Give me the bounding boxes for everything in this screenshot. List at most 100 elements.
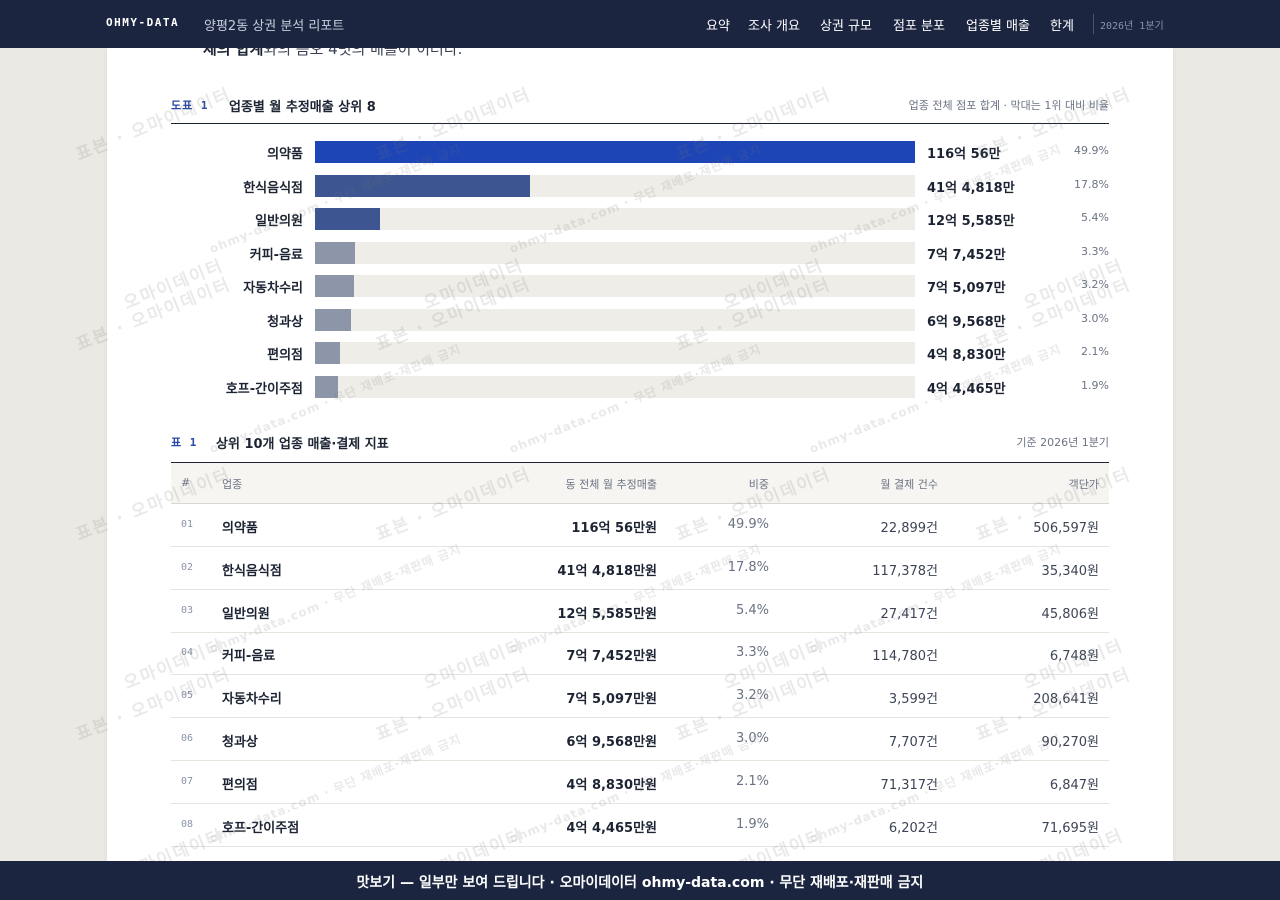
cell-count: 22,899건	[880, 521, 938, 536]
cell-avg-price: 6,847원	[1049, 777, 1099, 793]
bar-fill	[315, 308, 351, 331]
cell-industry: 편의점	[222, 777, 258, 793]
table-note: 기준 2026년 1분기	[1016, 436, 1109, 449]
table-title: 상위 10개 업종 매출·결제 지표	[216, 437, 389, 452]
report-title: 양평2동 상권 분석 리포트	[204, 19, 345, 34]
cell-share: 3.0%	[735, 731, 769, 746]
nav-item-summary[interactable]: 요약	[706, 19, 730, 34]
cell-sales: 41억 4,818만원	[557, 563, 657, 579]
bar-category-label: 호프-간이주점	[225, 381, 303, 397]
bar-category-label: 의약품	[267, 147, 303, 162]
figure-label: 도표 1	[171, 99, 209, 112]
table-row: 03 일반의원 12억 5,585만원 5.4% 27,417건 45,806원	[171, 590, 1109, 633]
bar-category-label: 커피-음료	[249, 247, 303, 263]
cell-share: 3.2%	[735, 688, 769, 704]
figure-title: 업종별 월 추정매출 상위 8	[229, 100, 376, 115]
intro-paragraph: 체의 합계와의 음오 4멋의 매를이 이러다.	[203, 48, 462, 59]
bar-value-label: 7억 5,097만	[927, 281, 1006, 296]
bar-fill	[315, 275, 354, 297]
cell-share: 49.9%	[727, 517, 769, 532]
bar-track	[315, 174, 915, 197]
bar-track	[315, 375, 915, 398]
bar-share-label: 2.1%	[1081, 345, 1109, 358]
bar-share-label: 1.9%	[1081, 378, 1109, 392]
figure-rule	[171, 123, 1109, 124]
bar-fill	[315, 208, 380, 230]
table-row: 07 편의점 4억 8,830만원 2.1% 71,317건 6,847원	[171, 761, 1109, 804]
table-label: 표 1	[171, 436, 198, 449]
bar-fill	[315, 342, 341, 364]
bar-value-label: 6억 9,568만	[927, 314, 1006, 330]
table-head: # 업종 동 전체 월 추정매출 비중 월 결제 건수 객단가	[171, 463, 1109, 504]
bar-value-label: 4억 8,830만	[927, 348, 1006, 363]
col-header-avg-price: 객단가	[1068, 478, 1099, 491]
cell-sales: 12억 5,585만원	[557, 606, 657, 622]
bar-track	[315, 308, 915, 331]
cell-share: 2.1%	[735, 773, 769, 789]
col-header-rank: #	[181, 476, 191, 489]
figure-note: 업종 전체 점포 합계 · 막대는 1위 대비 비율	[908, 99, 1109, 112]
brand-logo[interactable]: OHMY-DATA	[106, 16, 180, 29]
bar-category-label: 일반의원	[255, 214, 303, 229]
table-row: 02 한식음식점 41억 4,818만원 17.8% 117,378건 35,340원	[171, 547, 1109, 590]
cell-rank: 04	[181, 647, 194, 659]
cell-industry: 커피-음료	[222, 649, 276, 665]
col-header-sales: 동 전체 월 추정매출	[565, 478, 657, 491]
cell-share: 1.9%	[735, 816, 769, 832]
table-row: 04 커피-음료 7억 7,452만원 3.3% 114,780건 6,748원	[171, 632, 1109, 676]
cell-sales: 116억 56만원	[571, 521, 657, 536]
period-label: 2026년 1분기	[1100, 21, 1164, 32]
bar-share-label: 3.2%	[1081, 278, 1109, 291]
table-row: 05 자동차수리 7억 5,097만원 3.2% 3,599건 208,641원	[171, 675, 1109, 719]
table-row: 01 의약품 116억 56만원 49.9% 22,899건 506,597원	[171, 504, 1109, 547]
bar-row: 청과상 6억 9,568만 3.0%	[171, 308, 1109, 332]
cell-sales: 7억 5,097만원	[566, 692, 657, 708]
bar-share-label: 49.9%	[1074, 144, 1109, 157]
cell-avg-price: 45,806원	[1041, 606, 1099, 622]
bar-track	[315, 208, 915, 230]
nav-item-market-size[interactable]: 상권 규모	[820, 19, 872, 34]
bar-value-label: 7억 7,452만	[927, 247, 1006, 263]
cell-rank: 01	[181, 519, 194, 530]
cell-industry: 청과상	[222, 735, 258, 750]
cell-count: 3,599건	[888, 692, 938, 708]
bar-row: 의약품 116억 56만 49.9%	[171, 140, 1109, 164]
bar-row: 한식음식점 41억 4,818만 17.8%	[171, 174, 1109, 198]
bar-share-label: 3.0%	[1081, 311, 1109, 325]
bar-track	[315, 342, 915, 364]
cell-count: 114,780건	[872, 649, 938, 665]
table-header: 표 1 상위 10개 업종 매출·결제 지표 기준 2026년 1분기	[171, 433, 1109, 461]
cell-avg-price: 506,597원	[1033, 521, 1099, 536]
nav-item-limitations[interactable]: 한계	[1050, 19, 1074, 34]
cell-count: 27,417건	[880, 606, 938, 622]
nav-item-survey-overview[interactable]: 조사 개요	[748, 19, 800, 34]
cell-rank: 05	[181, 690, 194, 702]
bar-category-label: 청과상	[267, 314, 303, 330]
cell-rank: 06	[181, 733, 194, 744]
bar-value-label: 12억 5,585만	[927, 214, 1015, 229]
nav-item-store-distribution[interactable]: 점포 분포	[893, 19, 945, 34]
cell-industry: 일반의원	[222, 606, 270, 622]
bar-track	[315, 241, 915, 264]
cell-sales: 7억 7,452만원	[566, 649, 657, 665]
bar-category-label: 한식음식점	[243, 180, 303, 196]
cell-industry: 한식음식점	[222, 563, 282, 579]
cell-share: 17.8%	[727, 559, 769, 575]
cell-count: 6,202건	[888, 820, 938, 836]
cell-rank: 03	[181, 604, 194, 616]
bar-value-label: 4억 4,465만	[927, 381, 1006, 397]
bar-category-label: 자동차수리	[243, 281, 303, 296]
nav-item-sales-by-industry[interactable]: 업종별 매출	[966, 19, 1030, 34]
bar-fill	[315, 241, 356, 264]
cell-count: 71,317건	[880, 777, 938, 793]
table-row: 08 호프-간이주점 4억 4,465만원 1.9% 6,202건 71,695원	[171, 804, 1109, 847]
report-page: 체의 합계와의 음오 4멋의 매를이 이러다. 도표 1 업종별 월 추정매출 …	[107, 48, 1173, 861]
preview-banner-text: 맛보기 — 일부만 보여 드립니다 · 오마이데이터 ohmy-data.com…	[356, 875, 924, 891]
nav-divider	[1093, 14, 1094, 34]
cell-share: 5.4%	[735, 602, 769, 618]
bar-row: 호프-간이주점 4억 4,465만 1.9%	[171, 375, 1109, 399]
bar-row: 자동차수리 7억 5,097만 3.2%	[171, 274, 1109, 298]
cell-rank: 08	[181, 818, 194, 830]
section-nav: 요약 조사 개요 상권 규모 점포 분포 업종별 매출 한계	[700, 15, 1280, 35]
bar-fill	[315, 375, 338, 398]
